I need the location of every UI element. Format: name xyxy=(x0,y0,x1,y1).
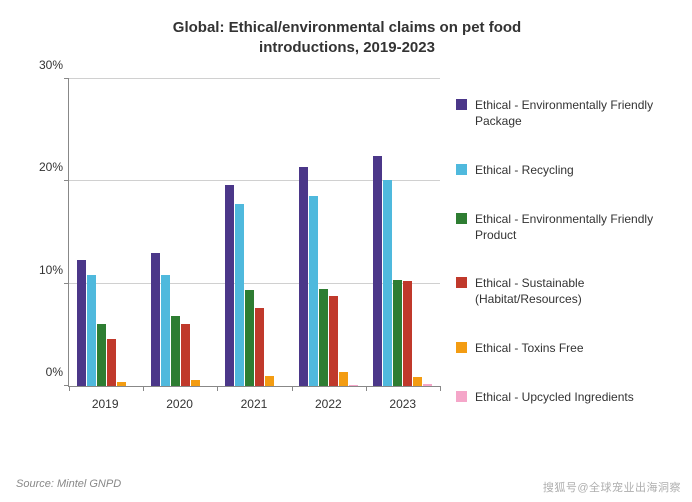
ytick-label: 0% xyxy=(46,365,69,379)
legend-item: Ethical - Recycling xyxy=(456,162,676,178)
xtick-label: 2021 xyxy=(222,397,286,411)
legend-swatch xyxy=(456,164,467,175)
legend-label: Ethical - Upcycled Ingredients xyxy=(475,389,634,405)
bar-chart: 0%10%20%30% 20192020202120222023 xyxy=(24,71,444,421)
legend-swatch xyxy=(456,391,467,402)
legend-swatch xyxy=(456,213,467,224)
legend-swatch xyxy=(456,277,467,288)
xtick-label: 2023 xyxy=(371,397,435,411)
bar xyxy=(319,289,328,386)
bar xyxy=(191,380,200,386)
bar-group xyxy=(74,79,138,386)
bar xyxy=(117,382,126,386)
bar xyxy=(97,324,106,386)
bar xyxy=(181,324,190,386)
bar-group xyxy=(148,79,212,386)
bar xyxy=(373,156,382,386)
bar-group xyxy=(371,79,435,386)
bar xyxy=(87,275,96,386)
legend-label: Ethical - Environmentally Friendly Produ… xyxy=(475,211,676,243)
legend-item: Ethical - Sustainable (Habitat/Resources… xyxy=(456,275,676,307)
xtick-mark xyxy=(69,386,70,391)
legend-item: Ethical - Environmentally Friendly Packa… xyxy=(456,97,676,129)
legend-item: Ethical - Toxins Free xyxy=(456,340,676,356)
bar xyxy=(309,196,318,386)
bar xyxy=(329,296,338,386)
xtick-mark xyxy=(143,386,144,391)
xtick-mark xyxy=(292,386,293,391)
legend-label: Ethical - Environmentally Friendly Packa… xyxy=(475,97,676,129)
source-text: Source: Mintel GNPD xyxy=(16,478,121,490)
xtick-mark xyxy=(366,386,367,391)
bar xyxy=(245,290,254,386)
legend-label: Ethical - Recycling xyxy=(475,162,574,178)
ytick-label: 10% xyxy=(39,263,69,277)
bar xyxy=(107,339,116,386)
xtick-mark xyxy=(217,386,218,391)
bar xyxy=(423,384,432,386)
bar xyxy=(235,204,244,386)
legend-swatch xyxy=(456,99,467,110)
watermark: 搜狐号@全球宠业出海洞察 xyxy=(540,478,684,496)
chart-title: Global: Ethical/environmental claims on … xyxy=(14,18,680,57)
bar-group xyxy=(297,79,361,386)
bar xyxy=(413,377,422,386)
legend: Ethical - Environmentally Friendly Packa… xyxy=(444,71,680,421)
bar xyxy=(151,253,160,386)
xtick-mark xyxy=(440,386,441,391)
legend-item: Ethical - Upcycled Ingredients xyxy=(456,389,676,405)
bar xyxy=(383,180,392,386)
bar xyxy=(299,167,308,386)
xtick-label: 2020 xyxy=(148,397,212,411)
bar-group xyxy=(222,79,286,386)
bar xyxy=(393,280,402,386)
bar xyxy=(161,275,170,386)
xtick-label: 2019 xyxy=(73,397,137,411)
legend-label: Ethical - Sustainable (Habitat/Resources… xyxy=(475,275,676,307)
bar xyxy=(171,316,180,386)
legend-label: Ethical - Toxins Free xyxy=(475,340,584,356)
bar xyxy=(265,376,274,386)
bar xyxy=(349,385,358,386)
xtick-label: 2022 xyxy=(296,397,360,411)
bar xyxy=(255,308,264,386)
bar xyxy=(403,281,412,386)
legend-item: Ethical - Environmentally Friendly Produ… xyxy=(456,211,676,243)
legend-swatch xyxy=(456,342,467,353)
bar xyxy=(225,185,234,386)
bar xyxy=(339,372,348,386)
ytick-label: 20% xyxy=(39,160,69,174)
chart-title-line2: introductions, 2019-2023 xyxy=(259,39,435,56)
bar xyxy=(77,260,86,386)
ytick-label: 30% xyxy=(39,58,69,72)
chart-title-line1: Global: Ethical/environmental claims on … xyxy=(173,19,521,36)
